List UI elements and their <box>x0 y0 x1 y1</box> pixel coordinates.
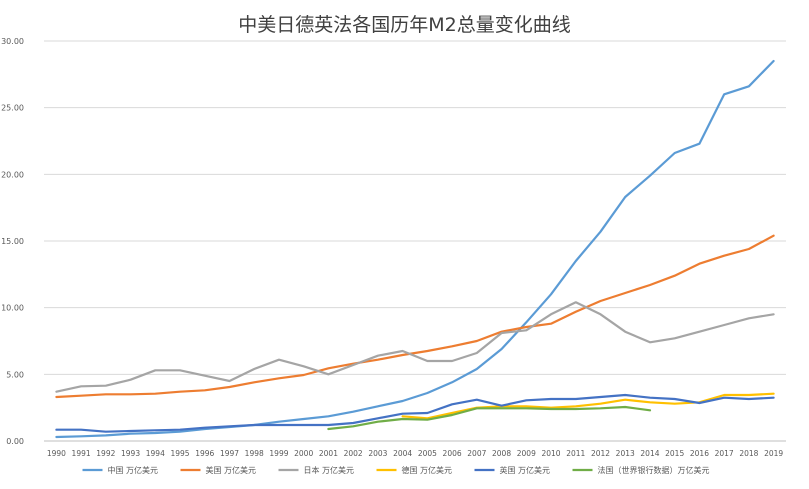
x-tick-label: 1994 <box>146 449 165 458</box>
x-tick-label: 2011 <box>566 449 585 458</box>
x-tick-label: 2006 <box>443 449 462 458</box>
y-tick-label: 0.00 <box>6 437 24 446</box>
x-tick-label: 2007 <box>467 449 486 458</box>
x-tick-label: 2016 <box>690 449 709 458</box>
x-tick-label: 2008 <box>492 449 511 458</box>
legend-label-3: 德国 万亿美元 <box>402 465 453 475</box>
series-line-3 <box>401 392 775 420</box>
legend-label-1: 美国 万亿美元 <box>206 465 257 475</box>
legend-label-2: 日本 万亿美元 <box>304 465 355 475</box>
x-tick-label: 1998 <box>245 449 264 458</box>
series-line-5 <box>327 405 652 431</box>
x-tick-label: 2019 <box>764 449 783 458</box>
x-tick-label: 2009 <box>517 449 536 458</box>
legend-label-0: 中国 万亿美元 <box>108 465 159 475</box>
x-tick-label: 2017 <box>715 449 734 458</box>
y-tick-label: 20.00 <box>1 170 24 179</box>
y-tick-label: 25.00 <box>1 104 24 113</box>
y-tick-label: 30.00 <box>1 37 24 46</box>
gridlines <box>44 40 786 375</box>
x-tick-label: 1996 <box>195 449 214 458</box>
legend: 中国 万亿美元 美国 万亿美元 日本 万亿美元 德国 万亿美元 英国 万亿美元 法国（世界… <box>82 465 710 475</box>
series-line-4 <box>55 393 775 433</box>
x-tick-label: 1992 <box>96 449 115 458</box>
series-lines <box>55 59 775 439</box>
x-tick-label: 2002 <box>344 449 363 458</box>
legend-label-4: 英国 万亿美元 <box>500 465 551 475</box>
y-tick-label: 10.00 <box>1 304 24 313</box>
series-line-1 <box>55 234 775 399</box>
x-tick-label: 2010 <box>541 449 560 458</box>
y-tick-label: 15.00 <box>1 237 24 246</box>
chart-title: 中美日德英法各国历年M2总量变化曲线 <box>238 14 571 36</box>
x-tick-label: 2013 <box>616 449 635 458</box>
x-tick-label: 2014 <box>640 449 659 458</box>
legend-label-5: 法国（世界银行数据）万亿美元 <box>598 465 710 475</box>
y-tick-label: 5.00 <box>6 370 24 379</box>
x-tick-label: 1993 <box>121 449 140 458</box>
x-tick-label: 2000 <box>294 449 313 458</box>
x-tick-label: 2004 <box>393 449 412 458</box>
series-line-2 <box>55 301 775 393</box>
series-line-0 <box>55 59 775 439</box>
x-tick-label: 1991 <box>72 449 91 458</box>
x-tick-label: 1995 <box>170 449 189 458</box>
x-tick-label: 1997 <box>220 449 239 458</box>
x-tick-label: 2012 <box>591 449 610 458</box>
x-tick-label: 1999 <box>269 449 288 458</box>
x-tick-label: 2005 <box>418 449 437 458</box>
x-tick-label: 2018 <box>739 449 758 458</box>
x-tick-label: 2003 <box>368 449 387 458</box>
x-axis-tick-labels: 1990 1991 1992 1993 1994 1995 1996 1997 1998 1999… <box>47 449 784 458</box>
x-tick-label: 1990 <box>47 449 66 458</box>
y-axis-tick-labels: 0.00 5.00 10.00 15.00 20.00 25.00 30.00 <box>1 37 24 446</box>
x-tick-label: 2015 <box>665 449 684 458</box>
x-tick-label: 2001 <box>319 449 338 458</box>
